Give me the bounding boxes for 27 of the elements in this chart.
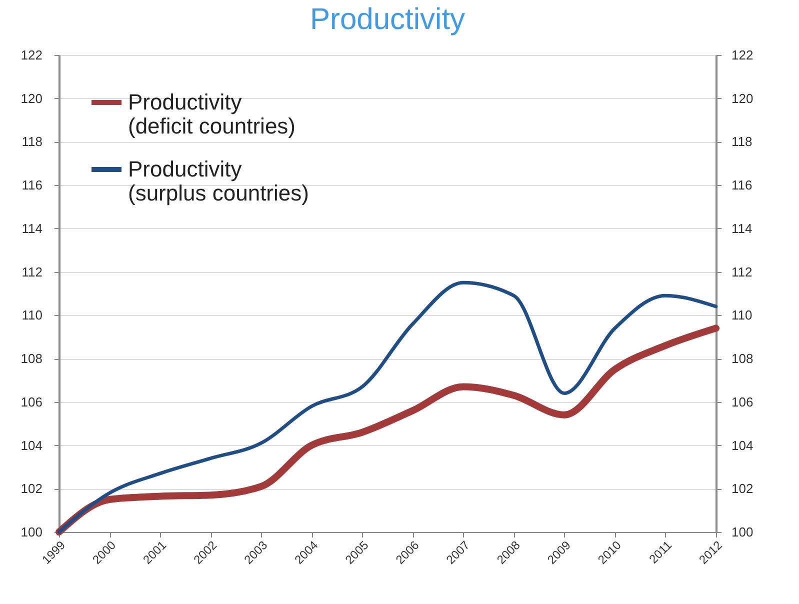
- y-tick-label: 122: [20, 48, 42, 62]
- chart-title: Productivity: [310, 3, 466, 36]
- y2-tick-label: 114: [732, 220, 752, 236]
- y-tick-label: 106: [20, 394, 42, 410]
- y-tick-label: 108: [20, 351, 42, 366]
- y-tick-label: 100: [20, 524, 42, 540]
- y2-tick-label: 116: [732, 178, 752, 193]
- y2-tick-label: 112: [732, 264, 752, 280]
- y2-tick-label: 104: [732, 438, 754, 453]
- y2-tick-label: 102: [732, 481, 754, 496]
- y2-tick-label: 106: [732, 394, 754, 410]
- y2-tick-label: 118: [732, 134, 752, 150]
- legend-label: Productivity (surplus countries): [128, 156, 309, 206]
- y2-tick-label: 100: [732, 524, 754, 540]
- y2-tick-label: 110: [732, 308, 752, 323]
- y-tick-label: 116: [22, 178, 42, 193]
- y2-tick-label: 120: [732, 90, 754, 106]
- y-tick-label: 104: [20, 438, 42, 453]
- y-tick-label: 102: [20, 481, 42, 496]
- y-tick-label: 114: [22, 220, 42, 236]
- y-tick-label: 120: [20, 90, 42, 106]
- y2-tick-label: 122: [732, 48, 754, 62]
- y-tick-label: 112: [22, 264, 42, 280]
- y2-tick-label: 108: [732, 351, 754, 366]
- y-tick-label: 118: [22, 134, 42, 150]
- y-tick-label: 110: [22, 308, 42, 323]
- legend-label: Productivity (deficit countries): [128, 90, 296, 138]
